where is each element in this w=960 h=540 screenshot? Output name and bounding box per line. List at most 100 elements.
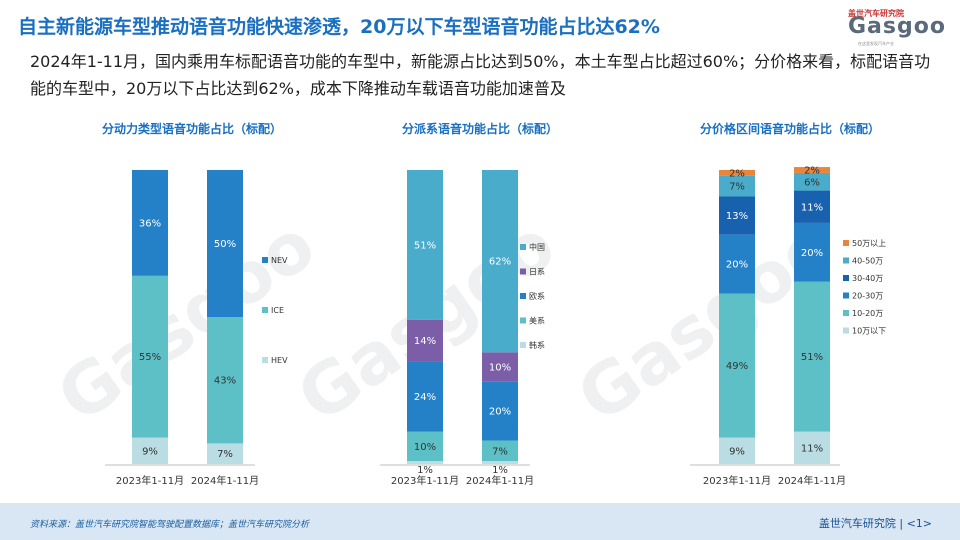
- footer-separator: |: [899, 517, 907, 530]
- bar-segment: [132, 170, 168, 276]
- legend-label: 10万以下: [852, 327, 886, 336]
- legend-swatch: [520, 293, 526, 299]
- legend-swatch: [843, 292, 849, 299]
- legend-swatch: [843, 240, 849, 246]
- legend-swatch: [843, 257, 849, 264]
- data-label: 11%: [801, 443, 823, 454]
- logo-cn-text: 盖世汽车研究院: [848, 9, 904, 18]
- footer-brand-name: 盖世汽车研究院: [818, 517, 896, 530]
- data-label: 24%: [414, 392, 436, 403]
- data-label: 11%: [801, 202, 823, 213]
- bar-segment: [482, 440, 518, 462]
- bar-segment: [407, 431, 443, 462]
- data-label: 36%: [139, 218, 161, 229]
- data-label: 7%: [729, 182, 745, 193]
- legend-swatch: [520, 342, 526, 348]
- legend-label: 10-20万: [852, 309, 883, 318]
- bar-segment: [407, 319, 443, 362]
- data-label: 51%: [414, 240, 436, 251]
- bar-segment: [482, 170, 518, 353]
- x-tick-label: 2023年1-11月: [391, 474, 459, 487]
- legend-swatch: [843, 310, 849, 316]
- legend-label: NEV: [271, 256, 288, 265]
- bar-segment: [794, 190, 830, 223]
- legend-swatch: [262, 357, 268, 363]
- data-label: 2%: [804, 166, 820, 177]
- gasgoo-logo: 盖世汽车研究院 Gasgoo 在这里发现汽车产业: [842, 8, 945, 48]
- data-label: 14%: [414, 336, 436, 347]
- footer-page-number: <1>: [906, 517, 932, 530]
- bar-segment: [719, 234, 755, 294]
- legend-swatch: [843, 327, 849, 334]
- data-label: 51%: [801, 352, 823, 363]
- footer-brand: 盖世汽车研究院 | <1>: [819, 515, 932, 531]
- x-tick-label: 2024年1-11月: [466, 474, 534, 487]
- data-label: 9%: [142, 446, 158, 457]
- bar-segment: [132, 275, 168, 438]
- data-label: 7%: [217, 449, 233, 460]
- bar-segment: [794, 172, 830, 191]
- legend-label: 韩系: [529, 340, 545, 350]
- legend-label: 日系: [529, 267, 545, 277]
- bar-segment: [719, 293, 755, 438]
- x-tick-label: 2024年1-11月: [778, 474, 846, 487]
- logo-sub-text: 在这里发现汽车产业: [858, 41, 894, 46]
- bar-segment: [719, 175, 755, 197]
- legend-label: 美系: [529, 316, 545, 326]
- bar-segment: [794, 222, 830, 282]
- bar-segment: [207, 443, 243, 464]
- legend-swatch: [262, 257, 268, 263]
- legend-label: 20-30万: [852, 292, 883, 301]
- data-label: 7%: [492, 446, 508, 457]
- data-label: 20%: [489, 407, 511, 418]
- data-label: 20%: [801, 248, 823, 259]
- data-label: 1%: [417, 465, 433, 476]
- legend-label: HEV: [271, 356, 288, 365]
- legend-swatch: [843, 275, 849, 281]
- data-label: 9%: [729, 446, 745, 457]
- bar-segment: [482, 352, 518, 382]
- x-tick-label: 2023年1-11月: [703, 474, 771, 487]
- footer-source: 资料来源：盖世汽车研究院智能驾驶配置数据库；盖世汽车研究院分析: [30, 520, 310, 530]
- chart-title-powertrain: 分动力类型语音功能占比（标配）: [101, 122, 282, 136]
- data-label: 13%: [726, 211, 748, 222]
- legend-label: ICE: [271, 306, 284, 315]
- data-label: 50%: [214, 239, 236, 250]
- legend-swatch: [262, 307, 268, 313]
- bar-segment: [719, 170, 755, 176]
- data-label: 6%: [804, 177, 820, 188]
- bar-segment: [482, 461, 518, 464]
- bar-segment: [407, 170, 443, 320]
- bar-segment: [207, 170, 243, 317]
- legend-label: 40-50万: [852, 257, 883, 266]
- bar-segment: [794, 167, 830, 173]
- legend-label: 欧系: [529, 291, 545, 301]
- logo-en-text: Gasgoo: [848, 14, 946, 39]
- x-tick-label: 2023年1-11月: [116, 474, 184, 487]
- bar-segment: [794, 281, 830, 432]
- data-label: 43%: [214, 376, 236, 387]
- page-subtitle: 2024年1-11月，国内乘用车标配语音功能的车型中，新能源占比达到50%，本土…: [30, 52, 931, 98]
- page-title: 自主新能源车型推动语音功能快速渗透，20万以下车型语音功能占比达62%: [18, 16, 660, 38]
- data-label: 62%: [489, 257, 511, 268]
- bar-segment: [407, 461, 443, 464]
- chart-title-origin: 分派系语音功能占比（标配）: [401, 122, 558, 136]
- x-tick-label: 2024年1-11月: [191, 474, 259, 487]
- data-label: 10%: [489, 362, 511, 373]
- data-label: 2%: [729, 168, 745, 179]
- chart-title-price: 分价格区间语音功能占比（标配）: [699, 122, 880, 136]
- bar-segment: [482, 381, 518, 441]
- legend-label: 50万以上: [852, 239, 886, 248]
- bar-segment: [719, 196, 755, 235]
- legend-swatch: [520, 268, 526, 275]
- bar-segment: [407, 361, 443, 432]
- data-label: 55%: [139, 352, 161, 363]
- legend-label: 30-40万: [852, 274, 883, 283]
- legend-swatch: [520, 317, 526, 324]
- data-label: 1%: [492, 465, 508, 476]
- footer-bar: 资料来源：盖世汽车研究院智能驾驶配置数据库；盖世汽车研究院分析 盖世汽车研究院 …: [0, 503, 960, 540]
- data-label: 49%: [726, 361, 748, 372]
- bar-segment: [719, 437, 755, 464]
- bar-segment: [132, 437, 168, 464]
